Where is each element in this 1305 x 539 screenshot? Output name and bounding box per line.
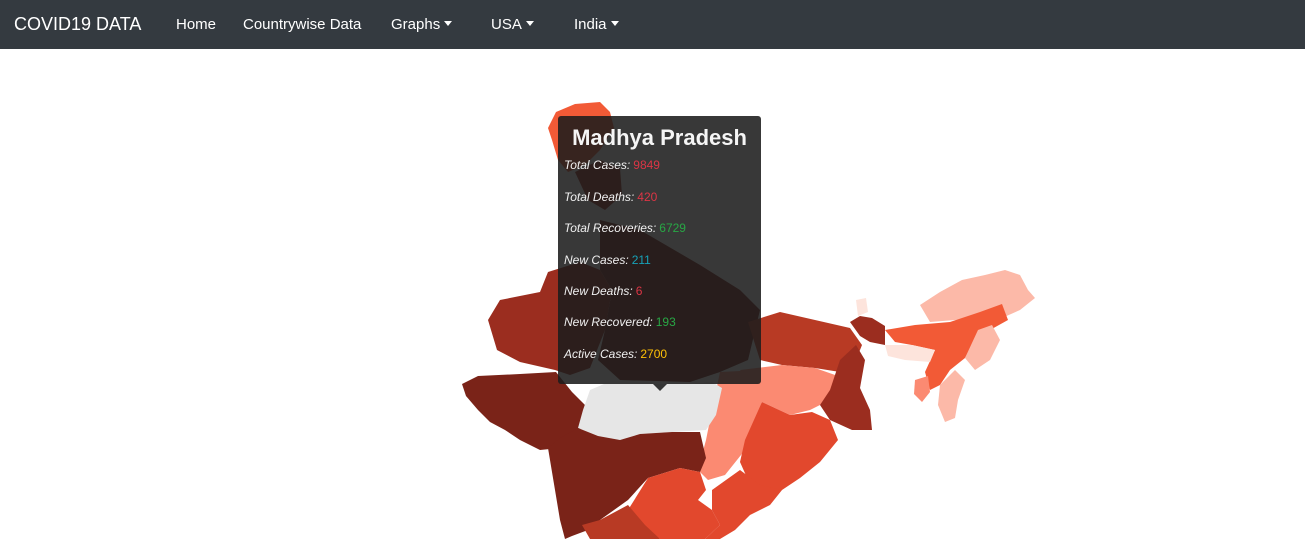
nav-graphs-label: Graphs bbox=[391, 16, 441, 33]
state-sikkim[interactable] bbox=[856, 298, 868, 316]
tooltip-row-new-deaths: New Deaths: 6 bbox=[564, 284, 642, 298]
tooltip-row-total-deaths: Total Deaths: 420 bbox=[564, 190, 657, 204]
new-deaths-value: 6 bbox=[635, 284, 643, 298]
navbar: COVID19 DATA Home Countrywise Data Graph… bbox=[0, 0, 1305, 49]
nav-india-label: India bbox=[574, 16, 607, 33]
state-odisha[interactable] bbox=[740, 402, 838, 495]
state-tripura[interactable] bbox=[914, 376, 930, 402]
nav-india-dropdown[interactable]: India bbox=[574, 16, 619, 34]
tooltip-row-new-recovered: New Recovered: 193 bbox=[564, 315, 676, 329]
tooltip-row-total-cases: Total Cases: 9849 bbox=[564, 158, 660, 172]
state-andhra-pradesh[interactable] bbox=[705, 470, 782, 539]
tooltip-row-total-recoveries: Total Recoveries: 6729 bbox=[564, 221, 686, 235]
caret-down-icon bbox=[444, 21, 453, 26]
total-recoveries-label: Total Recoveries: bbox=[564, 221, 657, 235]
state-mizoram[interactable] bbox=[938, 370, 965, 422]
state-chhattisgarh[interactable] bbox=[698, 370, 762, 480]
nav-usa-label: USA bbox=[491, 16, 522, 33]
new-cases-value: 211 bbox=[631, 253, 651, 267]
state-assam[interactable] bbox=[885, 304, 1008, 390]
tooltip-row-new-cases: New Cases: 211 bbox=[564, 253, 651, 267]
new-cases-label: New Cases: bbox=[564, 253, 629, 267]
state-west-bengal[interactable] bbox=[820, 345, 872, 430]
tooltip-row-active-cases: Active Cases: 2700 bbox=[564, 347, 667, 361]
total-cases-label: Total Cases: bbox=[564, 158, 631, 172]
state-bihar[interactable] bbox=[748, 312, 862, 372]
active-cases-value: 2700 bbox=[640, 347, 668, 361]
new-recovered-value: 193 bbox=[655, 315, 676, 329]
state-gujarat[interactable] bbox=[462, 372, 590, 450]
state-tooltip: Madhya Pradesh Total Cases: 9849 Total De… bbox=[558, 116, 761, 384]
brand-link[interactable]: COVID19 DATA bbox=[14, 14, 142, 34]
state-manipur[interactable] bbox=[965, 325, 1000, 370]
caret-down-icon bbox=[525, 21, 534, 26]
new-recovered-label: New Recovered: bbox=[564, 315, 653, 329]
nav-graphs-dropdown[interactable]: Graphs bbox=[391, 16, 453, 34]
state-karnataka[interactable] bbox=[582, 505, 660, 539]
new-deaths-label: New Deaths: bbox=[564, 284, 633, 298]
total-deaths-label: Total Deaths: bbox=[564, 190, 635, 204]
state-telangana[interactable] bbox=[628, 468, 720, 539]
state-jharkhand[interactable] bbox=[740, 365, 838, 415]
active-cases-label: Active Cases: bbox=[564, 347, 638, 361]
tooltip-arrow-icon bbox=[653, 384, 667, 391]
nav-usa-dropdown[interactable]: USA bbox=[491, 16, 534, 34]
state-meghalaya[interactable] bbox=[885, 345, 935, 362]
total-deaths-value: 420 bbox=[637, 190, 658, 204]
state-madhya-pradesh[interactable] bbox=[578, 382, 722, 440]
nav-home-link[interactable]: Home bbox=[176, 16, 217, 33]
total-recoveries-value: 6729 bbox=[659, 221, 686, 235]
state-arunachal-pradesh[interactable] bbox=[920, 270, 1035, 322]
caret-down-icon bbox=[610, 21, 619, 26]
nav-countrywise-link[interactable]: Countrywise Data bbox=[243, 16, 362, 33]
tooltip-title: Madhya Pradesh bbox=[572, 125, 747, 150]
state-west-bengal-north[interactable] bbox=[850, 316, 885, 345]
total-cases-value: 9849 bbox=[633, 158, 660, 172]
state-maharashtra[interactable] bbox=[548, 428, 706, 539]
